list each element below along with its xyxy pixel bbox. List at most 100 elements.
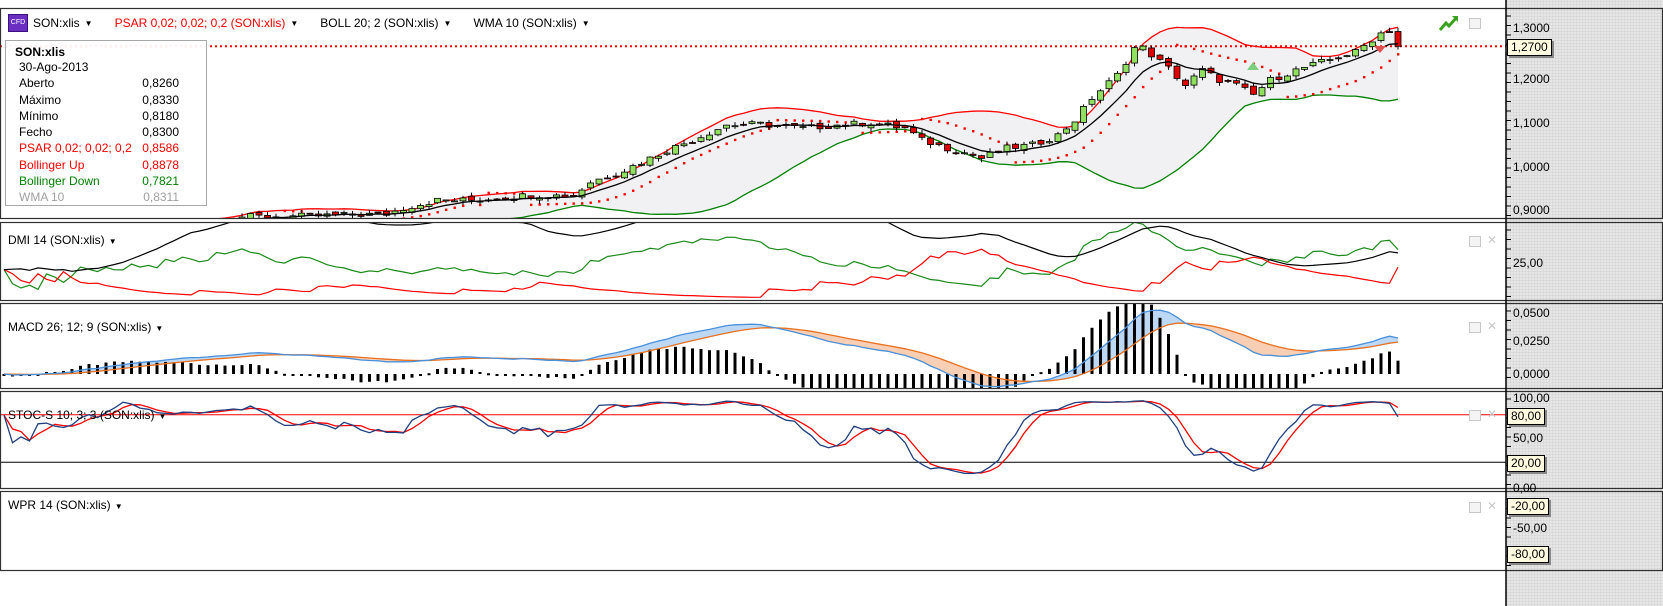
macd-histogram-bar [427, 373, 431, 376]
wpr-panel-title[interactable]: WPR 14 (SON:xlis) ▼ [8, 498, 123, 512]
psar-dot [929, 118, 932, 122]
psar-dot [1057, 156, 1060, 160]
macd-histogram-bar [614, 360, 618, 374]
macd-histogram-bar [648, 349, 652, 374]
psar-dot [717, 145, 720, 149]
legend-date: 30-Ago-2013 [19, 60, 89, 74]
stoc-restore-button[interactable] [1469, 410, 1481, 421]
macd-fill [1066, 368, 1075, 379]
macd-panel-title[interactable]: MACD 26; 12; 9 (SON:xlis) ▼ [8, 320, 163, 334]
psar-dot [1048, 158, 1051, 161]
candle-body [1139, 45, 1147, 51]
macd-histogram-bar [266, 368, 269, 374]
psar-dot [487, 191, 490, 195]
macd-histogram-bar [1133, 303, 1136, 374]
bollinger-down-line [509, 94, 1399, 218]
buy-signal-icon [1247, 62, 1259, 70]
psar-indicator-selector[interactable]: PSAR 0,02; 0,02; 0,2 (SON:xlis) ▼ [115, 16, 299, 30]
macd-histogram-bar [1116, 306, 1119, 374]
macd-histogram-bar [674, 346, 677, 374]
candle-body [451, 200, 458, 203]
macd-histogram-bar [1269, 374, 1272, 388]
macd-histogram-bar [631, 354, 635, 374]
macd-histogram-bar [504, 374, 507, 376]
macd-fill [1287, 348, 1296, 357]
macd-histogram-bar [1082, 337, 1085, 374]
macd-fill [973, 370, 982, 386]
dmi-close-button[interactable]: ✕ [1487, 233, 1498, 247]
macd-fill [1262, 342, 1271, 356]
legend-title: SON:xlis [15, 45, 66, 59]
macd-histogram-bar [1354, 363, 1357, 374]
macd-fill [650, 341, 659, 351]
macd-histogram-bar [997, 374, 1000, 388]
candle [425, 201, 433, 210]
macd-histogram-bar [852, 374, 856, 388]
restore-window-button[interactable] [1469, 18, 1481, 29]
legend-row: Fecho 0,8300 [6, 124, 206, 140]
candle-body [1122, 64, 1130, 73]
macd-histogram-bar [801, 374, 805, 388]
boll-indicator-selector[interactable]: BOLL 20; 2 (SON:xlis) ▼ [320, 16, 451, 30]
macd-histogram-bar [759, 363, 762, 374]
macd-histogram-bar [1141, 303, 1145, 374]
macd-histogram-bar [665, 349, 669, 374]
psar-dot [887, 130, 890, 134]
dmi-restore-button[interactable] [1469, 236, 1481, 247]
candle-body [986, 151, 994, 158]
symbol-selector[interactable]: CFD SON:xlis ▼ [8, 14, 93, 32]
candle [672, 144, 679, 156]
price-axis-label: 1,1000 [1513, 116, 1550, 130]
macd-histogram-bar [410, 374, 414, 378]
candle [604, 175, 611, 180]
candle-body [723, 124, 730, 129]
macd-histogram-bar [912, 374, 915, 388]
candle [850, 118, 858, 125]
macd-histogram-bar [895, 374, 898, 388]
psar-dot [581, 202, 584, 205]
legend-label: Aberto [19, 76, 55, 91]
trend-icon[interactable] [1438, 14, 1460, 32]
macd-fill [922, 352, 931, 366]
candle-body [748, 121, 756, 124]
wpr-close-button[interactable]: ✕ [1487, 499, 1498, 513]
macd-histogram-bar [835, 374, 839, 388]
macd-histogram-bar [436, 368, 439, 374]
candle-body [1088, 99, 1096, 105]
candle [697, 134, 705, 143]
macd-fill [981, 373, 990, 387]
stoc-panel-title[interactable]: STOC-S 10; 3; 3 (SON:xlis) ▼ [8, 408, 166, 422]
wma-indicator-selector[interactable]: WMA 10 (SON:xlis) ▼ [473, 16, 589, 30]
psar-dot [802, 119, 805, 122]
macd-restore-button[interactable] [1469, 322, 1481, 333]
candle-body [1063, 128, 1070, 134]
psar-dot [1142, 85, 1145, 89]
psar-dot [428, 213, 431, 216]
psar-dot [904, 130, 907, 133]
stoc-close-button[interactable]: ✕ [1487, 407, 1498, 421]
legend-value: 0,8180 [142, 108, 179, 123]
candle [451, 198, 458, 203]
candle-body [629, 165, 637, 175]
macd-fill [879, 344, 888, 352]
psar-dot [606, 198, 609, 201]
candle-body [1071, 121, 1079, 131]
macd-histogram-bar [827, 374, 830, 388]
psar-dot [1329, 87, 1332, 91]
psar-dot [1116, 113, 1119, 117]
dmi-panel-title[interactable]: DMI 14 (SON:xlis) ▼ [8, 233, 117, 247]
macd-fill [1211, 325, 1220, 336]
wpr-axis-label: 0,00 [1513, 481, 1537, 495]
candle [238, 213, 246, 218]
candle-body [961, 152, 968, 155]
wpr-restore-button[interactable] [1469, 502, 1481, 513]
macd-close-button[interactable]: ✕ [1487, 319, 1498, 333]
macd-histogram-bar [181, 362, 184, 374]
macd-histogram-bar [546, 374, 550, 378]
macd-fill [1270, 344, 1279, 357]
psar-dot [1176, 43, 1179, 47]
psar-dot [955, 124, 958, 127]
psar-dot [1388, 59, 1391, 63]
macd-histogram-bar [555, 374, 558, 378]
